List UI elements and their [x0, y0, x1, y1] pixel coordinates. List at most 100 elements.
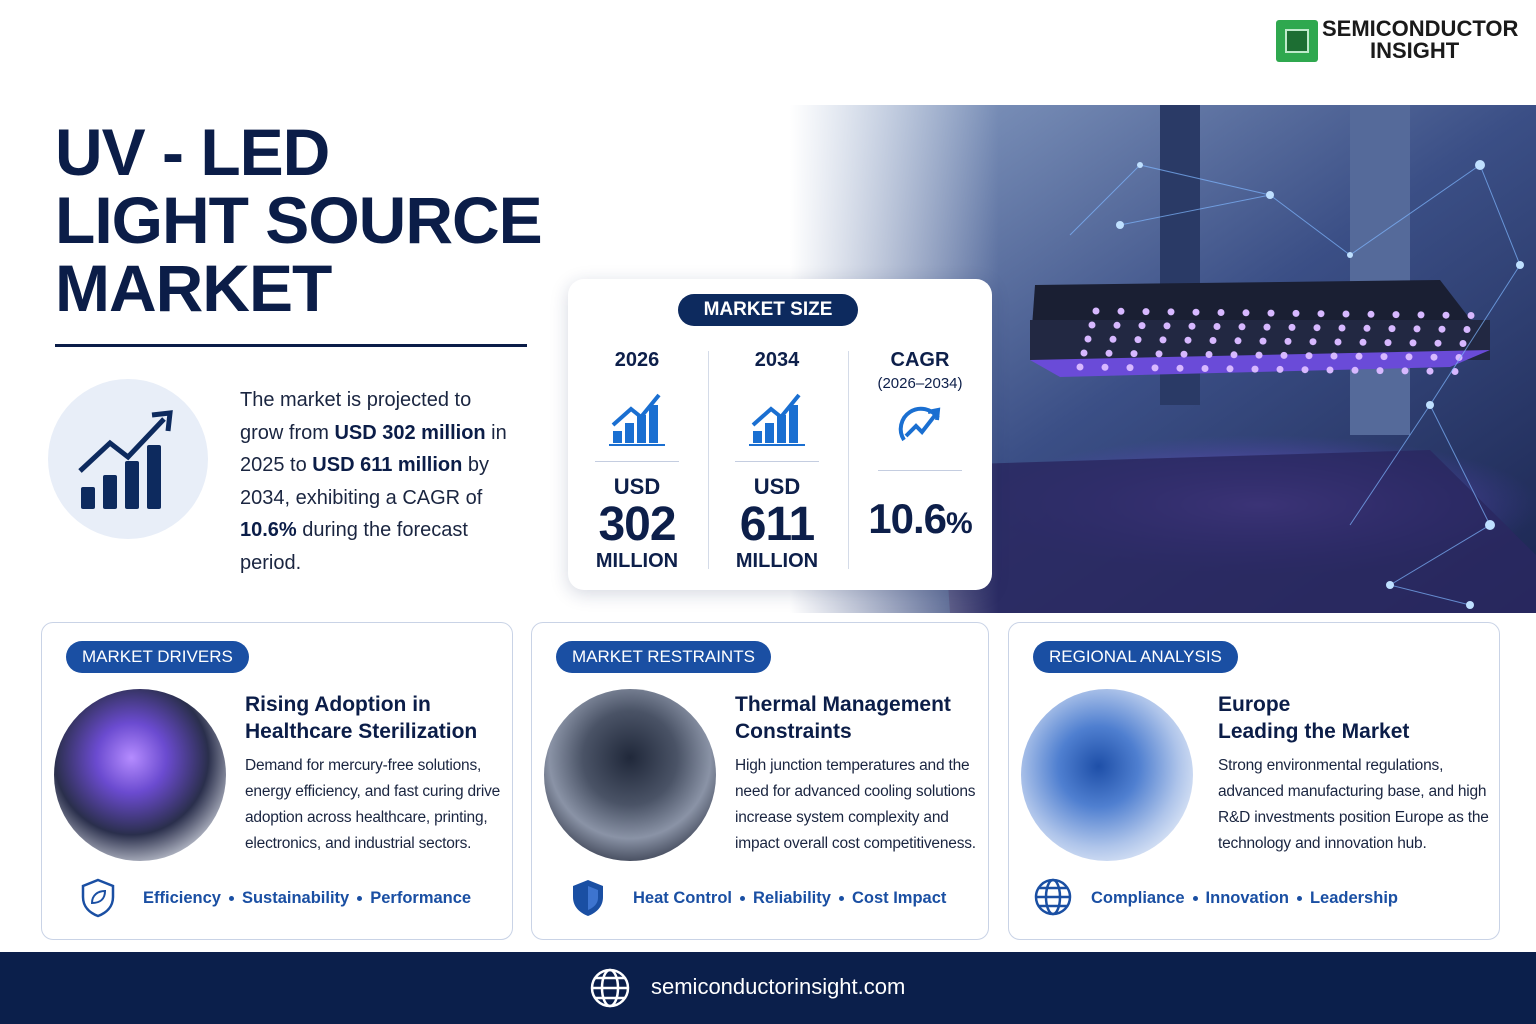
- decoration: [1285, 29, 1309, 53]
- decoration: [588, 886, 598, 910]
- keyword: Innovation: [1205, 889, 1289, 907]
- card-body: Demand for mercury-free solutions, energ…: [245, 757, 501, 852]
- decoration: [81, 445, 161, 509]
- decoration: [90, 889, 107, 905]
- cagr-column: CAGR (2026–2034) 10.6%: [855, 349, 985, 543]
- card-tag: MARKET DRIVERS: [66, 641, 249, 673]
- globe-icon: [590, 968, 630, 1008]
- footer-url: semiconductorinsight.com: [651, 974, 906, 999]
- bullet: [1296, 896, 1302, 901]
- value: 302: [598, 498, 676, 551]
- keyword: Sustainability: [241, 889, 350, 907]
- keyword-icon: [1033, 877, 1075, 924]
- cagr-period: (2026–2034): [877, 375, 963, 392]
- icon-box: [855, 396, 985, 458]
- cagr-unit: %: [946, 507, 973, 540]
- decoration: [765, 423, 774, 443]
- title-rule: [55, 344, 527, 347]
- keyword-icon: [78, 877, 120, 924]
- summary-text: USD 611 million: [312, 454, 463, 476]
- decoration: [927, 407, 941, 421]
- card-title: Thermal Management Constraints: [735, 691, 951, 745]
- card-photo: [544, 689, 716, 861]
- bullet: [228, 896, 234, 901]
- info-card: MARKET RESTRAINTS Thermal Management Const…: [531, 622, 989, 940]
- decoration: [125, 461, 139, 509]
- keyword: Heat Control: [633, 889, 732, 907]
- decoration: [103, 475, 117, 509]
- card-tag: REGIONAL ANALYSIS: [1033, 641, 1238, 673]
- decoration: [613, 405, 658, 443]
- decoration: [753, 431, 762, 443]
- title-line: MARKET: [55, 251, 332, 325]
- column-rule: [735, 461, 819, 462]
- keyword-icon-graphic: [81, 878, 115, 918]
- card-body: Strong environmental regulations, advanc…: [1218, 757, 1489, 852]
- decoration: [751, 393, 801, 427]
- brand-line: INSIGHT: [1370, 38, 1460, 63]
- decoration: [1034, 878, 1072, 916]
- year: 2026: [614, 349, 660, 371]
- card-title-line: Rising Adoption in: [245, 693, 431, 716]
- summary-text: by 2034, exhibiting a CAGR of: [240, 454, 490, 509]
- logo-icon: [1276, 20, 1318, 62]
- scale: MILLION: [735, 550, 819, 572]
- cagr-label: CAGR: [890, 349, 950, 371]
- summary-text: 10.6%: [240, 519, 297, 541]
- market-size-column: 2034 USD 611 MILLION: [712, 349, 842, 573]
- keyword-icon-graphic: [573, 880, 603, 916]
- summary: The market is projected to grow from USD…: [240, 384, 518, 579]
- trend-icon: [749, 393, 805, 446]
- card-title-line: Leading the Market: [1218, 720, 1410, 743]
- brand: SEMICONDUCTOR INSIGHT: [1322, 18, 1518, 62]
- decoration: [147, 445, 161, 509]
- card-title: Europe Leading the Market: [1218, 691, 1409, 745]
- year: 2034: [754, 349, 800, 371]
- decoration: [625, 423, 634, 443]
- card-photo: [1021, 689, 1193, 861]
- keyword-icon: [568, 877, 610, 924]
- decoration: [1039, 886, 1067, 908]
- cagr-value: 10.6%: [855, 495, 985, 543]
- keyword: Reliability: [753, 889, 831, 907]
- title: UV - LED LIGHT SOURCE MARKET: [55, 118, 543, 325]
- decoration: [81, 878, 115, 918]
- value: 611: [739, 498, 815, 551]
- keyword: Performance: [370, 889, 472, 907]
- scale: MILLION: [595, 550, 679, 572]
- divider: [708, 351, 709, 569]
- summary-text: The market is projected to grow from: [240, 389, 472, 444]
- brand-line: SEMICONDUCTOR: [1322, 16, 1519, 41]
- unit: USD: [753, 474, 801, 499]
- footer: semiconductorinsight.com: [0, 952, 1536, 1024]
- decoration: [151, 410, 173, 432]
- decoration: [637, 415, 646, 443]
- keyword: Leadership: [1309, 889, 1398, 907]
- keywords: Compliance Innovation Leadership: [1091, 889, 1398, 908]
- icon-box: [572, 387, 702, 449]
- decoration: [789, 405, 798, 443]
- icon-box: [712, 387, 842, 449]
- card-title-line: Thermal Management: [735, 693, 951, 716]
- decoration: [611, 393, 661, 427]
- cagr-number: 10.6: [868, 495, 947, 542]
- card-photo: [54, 689, 226, 861]
- decoration: [613, 431, 622, 443]
- trend-icon: [609, 393, 665, 446]
- bullet: [838, 896, 844, 901]
- column-rule: [878, 470, 962, 471]
- market-size-card: MARKET SIZE 2026 USD 302 MILLION 2034 USD 611 M…: [568, 279, 992, 590]
- decoration: [904, 412, 938, 438]
- info-card: MARKET DRIVERS Rising Adoption in Healthca…: [41, 622, 513, 940]
- keyword: Cost Impact: [851, 889, 947, 907]
- summary-text: in 2025 to: [240, 421, 507, 477]
- bullet: [1192, 896, 1198, 901]
- title-line: LIGHT SOURCE: [55, 183, 543, 257]
- divider: [848, 351, 849, 569]
- market-size-label: MARKET SIZE: [678, 294, 858, 326]
- card-title-line: Healthcare Sterilization: [245, 720, 478, 743]
- card-body: High junction temperatures and the need …: [735, 757, 976, 852]
- keywords: Heat Control Reliability Cost Impact: [633, 889, 946, 908]
